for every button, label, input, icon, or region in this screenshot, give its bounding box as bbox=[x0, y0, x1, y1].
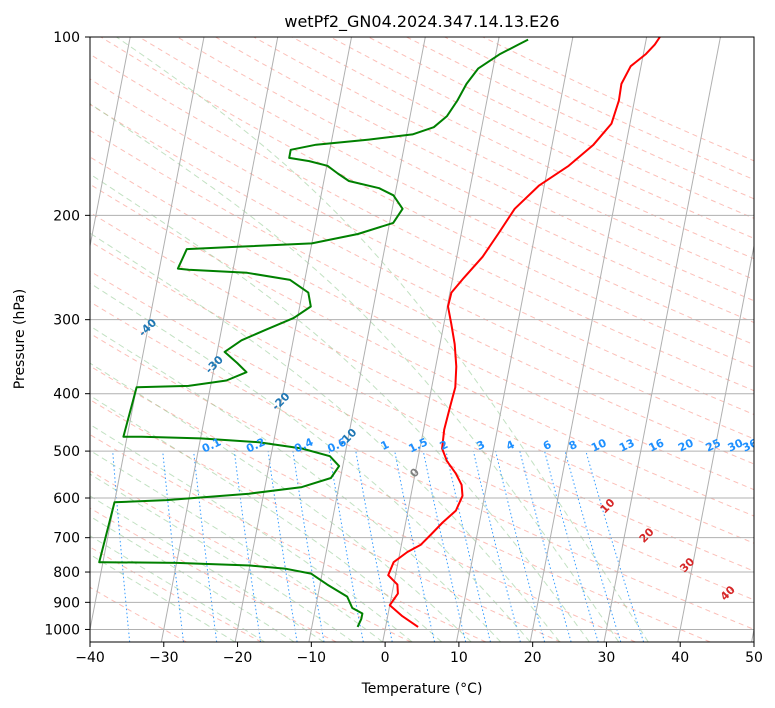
mixing-ratio-line bbox=[495, 450, 546, 642]
moist-adiabat bbox=[90, 473, 354, 642]
y-axis: 100 200 300 400 500 600 700 800 900 1000 bbox=[44, 30, 90, 638]
isotherm-line bbox=[455, 37, 574, 642]
mixing-ratio-line bbox=[544, 450, 599, 642]
dry-adiabat bbox=[90, 53, 754, 392]
y-axis-label: Pressure (hPa) bbox=[12, 289, 28, 389]
x-tick-label: 20 bbox=[524, 650, 542, 666]
y-tick-label: 700 bbox=[53, 531, 80, 547]
dry-adiabat bbox=[90, 434, 487, 642]
y-tick-label: 500 bbox=[53, 444, 80, 460]
x-tick-label: −40 bbox=[75, 650, 105, 666]
dry-adiabat bbox=[138, 37, 754, 346]
moist-adiabat bbox=[90, 535, 265, 642]
x-tick-label: 50 bbox=[745, 650, 763, 666]
mixing-ratio-line bbox=[267, 451, 298, 642]
pressure-grid bbox=[90, 37, 754, 630]
moist-adiabat bbox=[90, 103, 620, 642]
dry-adiabat bbox=[90, 301, 754, 630]
moist-adiabat bbox=[116, 37, 649, 642]
profile-series bbox=[98, 37, 661, 628]
moist-adiabat bbox=[90, 449, 383, 642]
mixing-ratio-line bbox=[422, 451, 467, 642]
y-tick-label: 300 bbox=[53, 313, 80, 329]
moist-adiabat bbox=[90, 553, 236, 642]
mixing-ratio-line bbox=[394, 451, 435, 642]
isotherm-line bbox=[382, 37, 500, 642]
x-tick-label: 0 bbox=[381, 650, 390, 666]
isotherm-line bbox=[160, 37, 279, 642]
y-tick-label: 800 bbox=[53, 565, 80, 581]
temperature-line bbox=[387, 37, 661, 628]
mixing-ratio-line bbox=[162, 451, 184, 642]
mixing-ratio-label: 16 bbox=[647, 436, 667, 454]
mixing-ratio-line bbox=[519, 450, 572, 642]
x-tick-label: 30 bbox=[598, 650, 616, 666]
mixing-ratio-label: 10 bbox=[589, 436, 609, 454]
moist-adiabat bbox=[90, 325, 502, 642]
dry-adiabat bbox=[90, 211, 754, 544]
isotherm-line bbox=[90, 37, 131, 249]
dry-adiabat bbox=[90, 129, 754, 465]
moist-adiabat bbox=[90, 173, 590, 642]
mixing-ratio-line bbox=[472, 450, 521, 642]
x-tick-label: −30 bbox=[149, 650, 179, 666]
x-tick-label: −20 bbox=[223, 650, 253, 666]
mixing-ratio-line bbox=[585, 450, 645, 642]
moist-adiabat bbox=[90, 232, 561, 642]
y-tick-label: 1000 bbox=[44, 622, 80, 638]
dry-adiabat bbox=[90, 507, 337, 642]
y-tick-label: 400 bbox=[53, 387, 80, 403]
dry-adiabat bbox=[90, 586, 187, 642]
mixing-ratio-line bbox=[564, 450, 622, 642]
dewpoint-line bbox=[98, 38, 529, 628]
y-tick-label: 600 bbox=[53, 491, 80, 507]
isotherm-line bbox=[529, 37, 648, 642]
x-axis-label: Temperature (°C) bbox=[361, 681, 483, 697]
plot-frame bbox=[89, 36, 755, 643]
chart-title: wetPf2_GN04.2024.347.14.13.E26 bbox=[284, 12, 559, 32]
isotherm-line bbox=[603, 37, 721, 642]
x-tick-label: −10 bbox=[297, 650, 327, 666]
mixing-ratio-label: 13 bbox=[617, 436, 636, 454]
y-tick-label: 100 bbox=[53, 30, 80, 46]
mixing-ratio-label: 25 bbox=[704, 436, 723, 454]
isotherm-line bbox=[234, 37, 353, 642]
mixing-ratio-label: 30 bbox=[726, 436, 746, 454]
mixing-ratio-label: 36 bbox=[740, 436, 760, 454]
x-axis: −40 −30 −20 −10 0 10 20 30 40 50 bbox=[75, 642, 763, 666]
x-tick-label: 10 bbox=[450, 650, 468, 666]
dry-adiabat bbox=[90, 183, 754, 517]
dry-adiabat bbox=[90, 365, 636, 642]
mixing-ratio-line bbox=[193, 451, 218, 642]
x-tick-label: 40 bbox=[671, 650, 689, 666]
isotherm-line bbox=[677, 243, 754, 642]
y-tick-label: 200 bbox=[53, 208, 80, 224]
mixing-ratio-label: 20 bbox=[676, 436, 696, 454]
isotherm-line bbox=[308, 37, 426, 642]
y-tick-label: 900 bbox=[53, 595, 80, 611]
dry-adiabat bbox=[90, 399, 561, 642]
dry-adiabat bbox=[215, 37, 754, 302]
background-lines bbox=[90, 37, 754, 642]
moist-adiabat bbox=[90, 362, 472, 642]
isotherm-line bbox=[90, 37, 205, 633]
